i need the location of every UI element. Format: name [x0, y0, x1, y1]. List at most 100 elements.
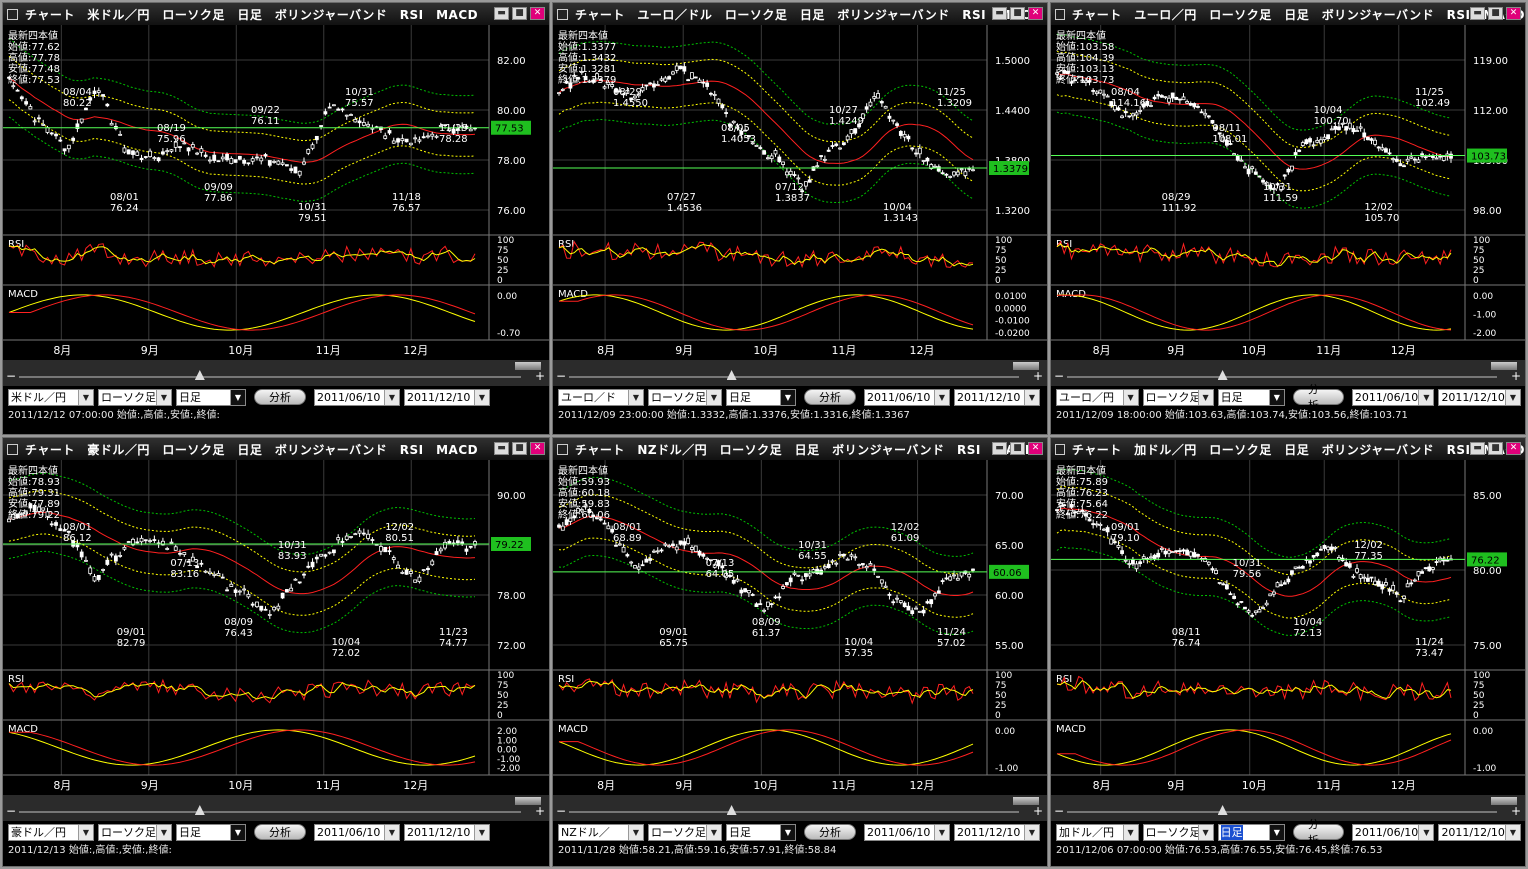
scroll-track[interactable]: [1067, 376, 1497, 378]
scroll-track[interactable]: [569, 376, 1019, 378]
window-titlebar[interactable]: チャート 豪ドル／円 ローソク足 日足 ボリンジャーバンド RSI MACD ▬ ■…: [3, 438, 549, 460]
chevron-down-icon[interactable]: ▼: [474, 389, 489, 405]
currency-pair-select[interactable]: 加ドル／円 ▼: [1056, 823, 1139, 841]
chart-type-select[interactable]: ローソク足 ▼: [1142, 823, 1214, 841]
zoom-slider-thumb[interactable]: [726, 370, 737, 380]
scroll-bar-handle[interactable]: [1491, 362, 1517, 370]
to-date-select[interactable]: 2011/12/10 ▼: [954, 388, 1040, 406]
chevron-down-icon[interactable]: ▼: [1024, 389, 1039, 405]
maximize-icon[interactable]: ■: [1010, 442, 1025, 455]
chevron-down-icon[interactable]: ▼: [230, 824, 245, 840]
chevron-down-icon[interactable]: ▼: [934, 389, 949, 405]
scroll-bar-handle[interactable]: [1491, 797, 1517, 805]
to-date-select[interactable]: 2011/12/10 ▼: [1438, 388, 1521, 406]
zoom-out-icon[interactable]: −: [6, 369, 17, 383]
maximize-icon[interactable]: ■: [512, 442, 527, 455]
to-date-select[interactable]: 2011/12/10 ▼: [954, 823, 1040, 841]
scroll-track[interactable]: [1067, 811, 1497, 813]
minimize-icon[interactable]: ▬: [1470, 7, 1485, 20]
zoom-slider-thumb[interactable]: [194, 370, 205, 380]
window-titlebar[interactable]: チャート 米ドル／円 ローソク足 日足 ボリンジャーバンド RSI MACD ▬ ■…: [3, 3, 549, 25]
zoom-in-icon[interactable]: +: [1510, 369, 1521, 383]
period-select[interactable]: 日足 ▼: [726, 823, 796, 841]
chevron-down-icon[interactable]: ▼: [1197, 389, 1213, 405]
chart-type-select[interactable]: ローソク足 ▼: [98, 388, 172, 406]
chevron-down-icon[interactable]: ▼: [156, 389, 171, 405]
from-date-select[interactable]: 2011/06/10 ▼: [864, 388, 950, 406]
maximize-icon[interactable]: ■: [1488, 7, 1503, 20]
chevron-down-icon[interactable]: ▼: [78, 824, 93, 840]
minimize-icon[interactable]: ▬: [1470, 442, 1485, 455]
from-date-select[interactable]: 2011/06/10 ▼: [1351, 388, 1435, 406]
chevron-down-icon[interactable]: ▼: [384, 389, 399, 405]
currency-pair-select[interactable]: 米ドル／円 ▼: [8, 388, 94, 406]
zoom-slider-thumb[interactable]: [194, 805, 205, 815]
chevron-down-icon[interactable]: ▼: [1418, 389, 1434, 405]
scroll-bar-handle[interactable]: [515, 362, 541, 370]
from-date-select[interactable]: 2011/06/10 ▼: [1351, 823, 1435, 841]
zoom-out-icon[interactable]: −: [1054, 804, 1065, 818]
close-icon[interactable]: ✕: [530, 442, 545, 455]
maximize-icon[interactable]: ■: [512, 7, 527, 20]
maximize-icon[interactable]: ■: [1488, 442, 1503, 455]
chevron-down-icon[interactable]: ▼: [1268, 389, 1284, 405]
chart-area[interactable]: 70.00 65.00 60.00 55.00 60.06 最新四本値始値:59.93高値…: [553, 460, 1047, 795]
close-icon[interactable]: ✕: [1028, 442, 1043, 455]
close-icon[interactable]: ✕: [1506, 7, 1521, 20]
period-select[interactable]: 日足 ▼: [1217, 823, 1285, 841]
chevron-down-icon[interactable]: ▼: [780, 824, 795, 840]
period-select[interactable]: 日足 ▼: [726, 388, 796, 406]
from-date-select[interactable]: 2011/06/10 ▼: [864, 823, 950, 841]
from-date-select[interactable]: 2011/06/10 ▼: [314, 388, 400, 406]
chevron-down-icon[interactable]: ▼: [1197, 824, 1213, 840]
currency-pair-select[interactable]: 豪ドル／円 ▼: [8, 823, 94, 841]
scroll-track[interactable]: [569, 811, 1019, 813]
period-select[interactable]: 日足 ▼: [176, 388, 246, 406]
analyze-button[interactable]: 分析: [254, 824, 306, 840]
scroll-track[interactable]: [19, 376, 521, 378]
chevron-down-icon[interactable]: ▼: [1418, 824, 1434, 840]
zoom-out-icon[interactable]: −: [556, 369, 567, 383]
minimize-icon[interactable]: ▬: [992, 442, 1007, 455]
window-titlebar[interactable]: チャート NZドル／円 ローソク足 日足 ボリンジャーバンド RSI MACD ▬…: [553, 438, 1047, 460]
close-icon[interactable]: ✕: [1506, 442, 1521, 455]
chevron-down-icon[interactable]: ▼: [1122, 389, 1138, 405]
time-scrollbar[interactable]: − +: [553, 795, 1047, 821]
zoom-in-icon[interactable]: +: [1510, 804, 1521, 818]
chevron-down-icon[interactable]: ▼: [1268, 824, 1284, 840]
chart-type-select[interactable]: ローソク足 ▼: [648, 388, 722, 406]
zoom-slider-thumb[interactable]: [1217, 805, 1228, 815]
chart-area[interactable]: 1.50001.44001.38001.32001.3379最新四本値始値:1.…: [553, 25, 1047, 360]
analyze-button[interactable]: 分析: [1292, 383, 1344, 412]
close-icon[interactable]: ✕: [1028, 7, 1043, 20]
window-titlebar[interactable]: チャート ユーロ／ドル ローソク足 日足 ボリンジャーバンド RSI MACD ▬…: [553, 3, 1047, 25]
analyze-button[interactable]: 分析: [1292, 818, 1344, 847]
chevron-down-icon[interactable]: ▼: [230, 389, 245, 405]
period-select[interactable]: 日足 ▼: [1217, 388, 1285, 406]
minimize-icon[interactable]: ▬: [992, 7, 1007, 20]
chevron-down-icon[interactable]: ▼: [1504, 824, 1520, 840]
time-scrollbar[interactable]: − +: [1051, 795, 1525, 821]
chevron-down-icon[interactable]: ▼: [706, 824, 721, 840]
analyze-button[interactable]: 分析: [804, 824, 856, 840]
scroll-bar-handle[interactable]: [515, 797, 541, 805]
close-icon[interactable]: ✕: [530, 7, 545, 20]
chevron-down-icon[interactable]: ▼: [78, 389, 93, 405]
chevron-down-icon[interactable]: ▼: [474, 824, 489, 840]
chevron-down-icon[interactable]: ▼: [1504, 389, 1520, 405]
time-scrollbar[interactable]: − +: [3, 360, 549, 386]
chart-type-select[interactable]: ローソク足 ▼: [1142, 388, 1214, 406]
chevron-down-icon[interactable]: ▼: [156, 824, 171, 840]
time-scrollbar[interactable]: − +: [553, 360, 1047, 386]
zoom-out-icon[interactable]: −: [6, 804, 17, 818]
zoom-in-icon[interactable]: +: [534, 804, 545, 818]
to-date-select[interactable]: 2011/12/10 ▼: [1438, 823, 1521, 841]
zoom-in-icon[interactable]: +: [534, 369, 545, 383]
chevron-down-icon[interactable]: ▼: [1122, 824, 1138, 840]
to-date-select[interactable]: 2011/12/10 ▼: [404, 388, 490, 406]
chevron-down-icon[interactable]: ▼: [384, 824, 399, 840]
zoom-slider-thumb[interactable]: [726, 805, 737, 815]
time-scrollbar[interactable]: − +: [1051, 360, 1525, 386]
chart-area[interactable]: 90.0084.0078.0072.0079.22最新四本値始値:78.93高値…: [3, 460, 549, 795]
chevron-down-icon[interactable]: ▼: [1024, 824, 1039, 840]
